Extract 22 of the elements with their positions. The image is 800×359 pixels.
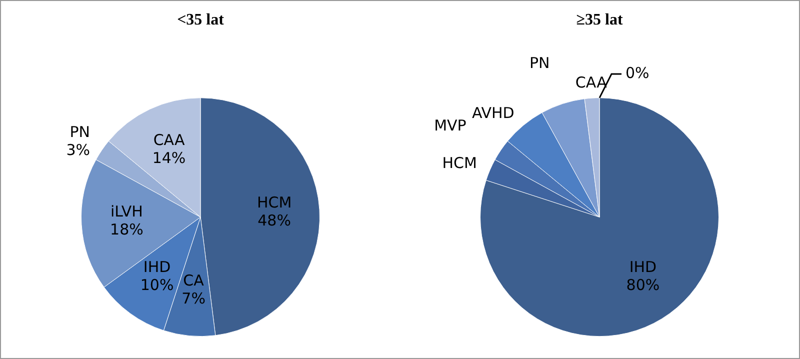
slice-label: HCM: [256, 193, 292, 212]
slice-label: HCM: [442, 154, 477, 172]
data-label: 80%: [626, 276, 660, 294]
slice-label: PN: [70, 122, 90, 141]
data-label: 7%: [182, 290, 206, 308]
slice-label: IHD: [629, 258, 657, 276]
slice-label: MVP: [434, 116, 466, 134]
slice-label: iLVH: [110, 202, 143, 221]
slice-label: CAA: [575, 74, 608, 92]
slice-label: CAA: [153, 131, 186, 150]
data-label: 14%: [152, 149, 186, 168]
slice-label: AVHD: [472, 104, 514, 122]
chart-title: <35 lat: [177, 12, 225, 29]
slice-label: CA: [183, 272, 205, 290]
data-label: 10%: [140, 276, 174, 294]
slice-label: IHD: [143, 258, 171, 276]
data-label: 48%: [258, 211, 291, 230]
chart-title: ≥35 lat: [576, 12, 624, 29]
data-label: 3%: [66, 140, 90, 159]
text: 0%: [626, 64, 650, 82]
slice-label: PN: [529, 54, 550, 72]
data-label: 18%: [110, 220, 144, 239]
